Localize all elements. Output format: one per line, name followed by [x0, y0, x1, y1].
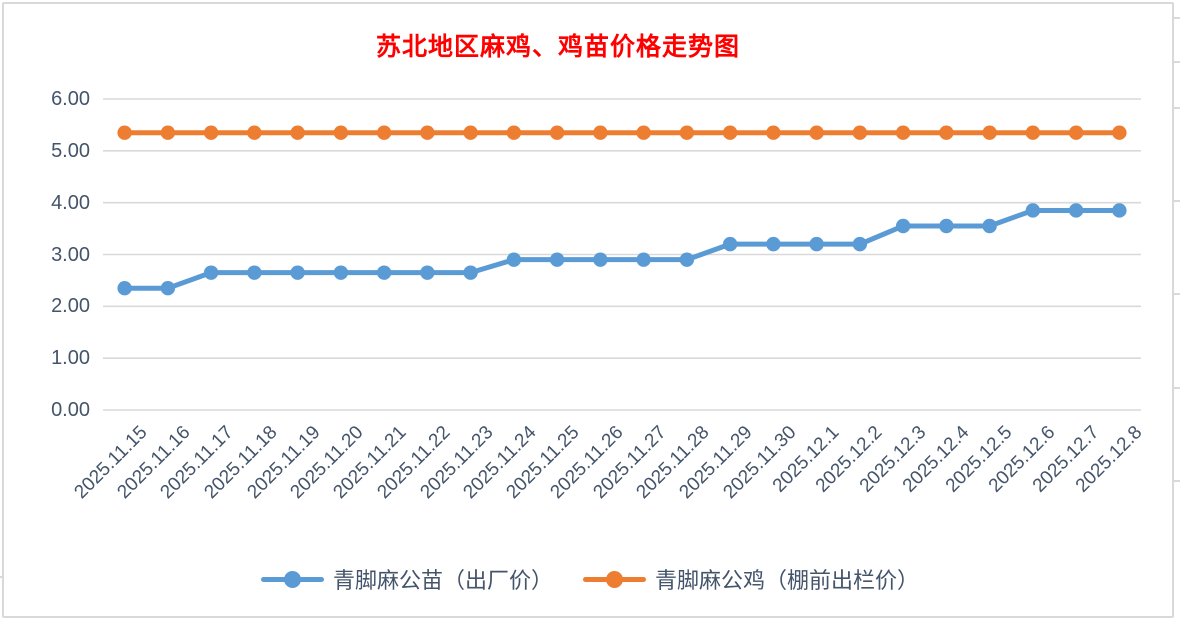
data-point	[1068, 203, 1084, 218]
data-point	[247, 125, 262, 140]
data-point	[333, 125, 349, 140]
data-point	[420, 125, 435, 140]
data-point	[766, 236, 781, 252]
legend-item-chick-price: 青脚麻公苗（出厂价）	[260, 563, 553, 595]
data-point	[549, 252, 565, 267]
legend-line-dot-marker-orange	[583, 570, 646, 588]
data-point	[160, 280, 176, 296]
series-line-0	[122, 207, 1122, 291]
data-point	[160, 125, 176, 140]
data-point	[722, 125, 738, 140]
data-point	[982, 218, 997, 234]
y-axis-tick-label: 1.00	[51, 347, 90, 370]
data-point	[809, 125, 824, 140]
data-point	[895, 218, 911, 234]
chart-title: 苏北地区麻鸡、鸡苗价格走势图	[375, 34, 740, 61]
spreadsheet-row-line	[1174, 293, 1180, 295]
y-axis-tick-label: 3.00	[51, 243, 90, 266]
data-point	[506, 252, 522, 267]
data-point	[1112, 125, 1127, 140]
legend-label-chick-price: 青脚麻公苗（出厂价）	[332, 568, 553, 593]
data-point	[636, 125, 651, 140]
data-point	[679, 252, 695, 267]
data-point	[1025, 125, 1041, 140]
y-axis-tick-label: 5.00	[51, 139, 90, 162]
spreadsheet-row-line	[1174, 61, 1180, 63]
data-point	[1068, 125, 1084, 140]
y-axis-tick-label: 4.00	[51, 191, 90, 214]
data-point	[1112, 203, 1127, 218]
data-point	[939, 218, 954, 234]
spreadsheet-row-line	[1174, 480, 1180, 482]
legend: 青脚麻公苗（出厂价） 青脚麻公鸡（棚前出栏价）	[0, 563, 1180, 595]
data-point	[203, 265, 219, 280]
legend-line-dot-marker-blue	[260, 570, 324, 588]
data-point	[766, 125, 781, 140]
data-point	[593, 252, 608, 267]
spreadsheet-row-line	[1174, 107, 1180, 109]
data-point	[506, 125, 522, 140]
data-point	[1025, 203, 1041, 218]
spreadsheet-row-line	[1174, 387, 1180, 389]
data-point	[333, 265, 349, 280]
data-point	[463, 265, 478, 280]
legend-item-chicken-price: 青脚麻公鸡（棚前出栏价）	[583, 563, 919, 595]
spreadsheet-row-line	[0, 576, 4, 578]
y-axis-tick-label: 6.00	[51, 88, 90, 110]
data-point	[679, 125, 695, 140]
data-point	[203, 125, 219, 140]
y-axis-tick-label: 2.00	[51, 295, 90, 318]
data-point	[290, 125, 305, 140]
data-point	[376, 125, 392, 140]
data-point	[117, 280, 132, 296]
data-point	[939, 125, 954, 140]
data-point	[982, 125, 997, 140]
data-point	[852, 125, 868, 140]
data-point	[549, 125, 565, 140]
data-point	[593, 125, 608, 140]
y-axis-tick-label: 0.00	[51, 399, 90, 421]
data-point	[852, 236, 868, 252]
data-point	[463, 125, 478, 140]
data-point	[247, 265, 262, 280]
legend-label-chicken-price: 青脚麻公鸡（棚前出栏价）	[655, 568, 920, 593]
data-point	[117, 125, 132, 140]
data-point	[290, 265, 305, 280]
spreadsheet-row-line	[1174, 200, 1180, 202]
data-point	[895, 125, 911, 140]
data-point	[636, 252, 651, 267]
spreadsheet-row-line	[1174, 17, 1180, 19]
data-point	[722, 236, 738, 252]
data-point	[420, 265, 435, 280]
data-point	[376, 265, 392, 280]
data-point	[809, 236, 824, 252]
